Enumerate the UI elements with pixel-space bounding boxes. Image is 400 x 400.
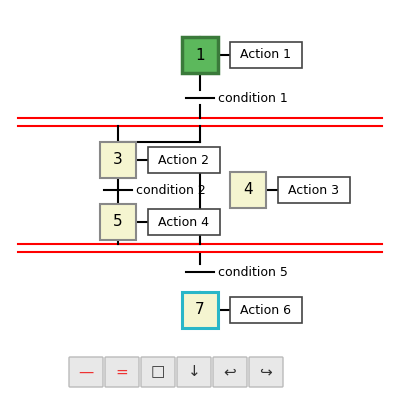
Bar: [230, 42, 302, 68]
Bar: [182, 37, 218, 73]
Text: Action 6: Action 6: [240, 304, 292, 316]
Text: condition 5: condition 5: [218, 266, 288, 278]
Text: —: —: [78, 364, 94, 380]
FancyBboxPatch shape: [213, 357, 247, 387]
FancyBboxPatch shape: [141, 357, 175, 387]
FancyBboxPatch shape: [69, 357, 103, 387]
Text: Action 4: Action 4: [158, 216, 210, 228]
Text: 4: 4: [243, 182, 253, 198]
FancyBboxPatch shape: [105, 357, 139, 387]
Bar: [182, 292, 218, 328]
Text: 1: 1: [195, 48, 205, 62]
Text: condition 1: condition 1: [218, 92, 288, 104]
Text: Action 1: Action 1: [240, 48, 292, 62]
Bar: [230, 172, 266, 208]
Text: condition 2: condition 2: [136, 184, 206, 196]
Text: 7: 7: [195, 302, 205, 318]
Bar: [148, 209, 220, 235]
Text: Action 3: Action 3: [288, 184, 340, 196]
Text: ↓: ↓: [188, 364, 200, 380]
Text: 5: 5: [113, 214, 123, 230]
Text: □: □: [151, 364, 165, 380]
Bar: [100, 204, 136, 240]
FancyBboxPatch shape: [177, 357, 211, 387]
Bar: [100, 142, 136, 178]
Bar: [230, 297, 302, 323]
Text: Action 2: Action 2: [158, 154, 210, 166]
FancyBboxPatch shape: [249, 357, 283, 387]
Text: =: =: [116, 364, 128, 380]
Bar: [148, 147, 220, 173]
Text: ↩: ↩: [224, 364, 236, 380]
Text: ↪: ↪: [260, 364, 272, 380]
Text: 3: 3: [113, 152, 123, 168]
Bar: [278, 177, 350, 203]
